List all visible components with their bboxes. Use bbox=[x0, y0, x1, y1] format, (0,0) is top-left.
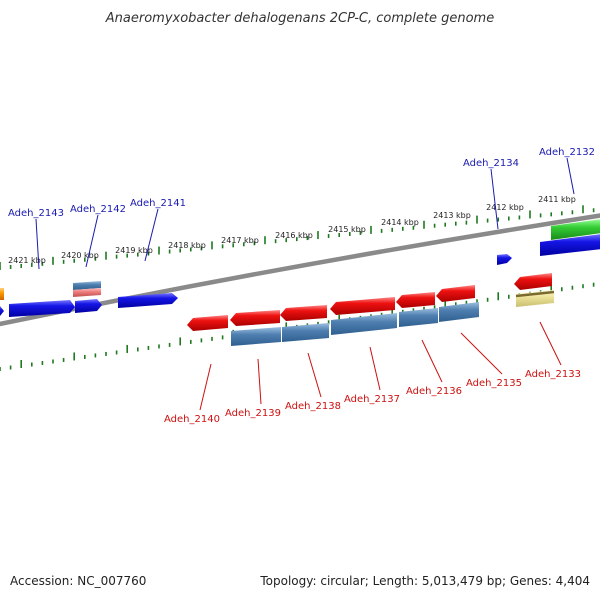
ruler-label: 2417 kbp bbox=[221, 236, 259, 245]
gene-label-reverse[interactable]: Adeh_2138 bbox=[285, 401, 341, 412]
gene-arrow-icon[interactable] bbox=[436, 285, 475, 302]
gene-label-reverse[interactable]: Adeh_2136 bbox=[406, 386, 462, 397]
accession-text: Accession: NC_007760 bbox=[10, 574, 147, 588]
gene-arrow-icon[interactable] bbox=[75, 299, 102, 313]
gene-arrow-icon[interactable] bbox=[0, 288, 4, 300]
gene-arrow-icon[interactable] bbox=[118, 293, 178, 308]
ruler-label-group: 2421 kbp 2420 kbp 2419 kbp 2418 kbp 2417 kbp… bbox=[8, 195, 576, 265]
gene-block-divider bbox=[515, 290, 555, 298]
ruler-label: 2418 kbp bbox=[168, 241, 206, 250]
gene-block-icon[interactable] bbox=[282, 323, 329, 342]
callout-group: Adeh_2143 Adeh_2142 Adeh_2141 Adeh_2134 Adeh… bbox=[8, 147, 595, 425]
gene-arrow-icon[interactable] bbox=[9, 300, 75, 317]
leader-line bbox=[257, 358, 262, 405]
gene-label-reverse[interactable]: Adeh_2140 bbox=[164, 414, 220, 425]
leader-line bbox=[35, 218, 40, 270]
ruler-label: 2419 kbp bbox=[115, 246, 153, 255]
ruler-label: 2420 kbp bbox=[61, 251, 99, 260]
leader-line bbox=[144, 208, 159, 262]
ruler-label: 2412 kbp bbox=[486, 203, 524, 212]
gene-arrow-icon[interactable] bbox=[330, 297, 395, 315]
genome-title: Anaeromyxobacter dehalogenans 2CP-C, com… bbox=[105, 11, 494, 26]
gene-arrow-icon[interactable] bbox=[497, 254, 512, 265]
gene-block-icon[interactable] bbox=[331, 313, 397, 335]
ruler-label: 2421 kbp bbox=[8, 256, 46, 265]
gene-block-icon[interactable] bbox=[439, 302, 479, 322]
ruler-label: 2413 kbp bbox=[433, 211, 471, 220]
gene-arrow-icon[interactable] bbox=[540, 234, 600, 256]
gene-label-reverse[interactable]: Adeh_2137 bbox=[344, 394, 400, 405]
gene-label-reverse[interactable]: Adeh_2139 bbox=[225, 408, 281, 419]
gene-label-forward[interactable]: Adeh_2142 bbox=[70, 204, 126, 215]
leader-line bbox=[421, 339, 443, 383]
gene-label-forward[interactable]: Adeh_2134 bbox=[463, 158, 519, 169]
leader-line bbox=[460, 332, 503, 375]
ruler-label: 2414 kbp bbox=[381, 218, 419, 227]
gene-block-icon[interactable] bbox=[399, 308, 438, 327]
gene-label-reverse[interactable]: Adeh_2133 bbox=[525, 369, 581, 380]
gene-arrow-icon[interactable] bbox=[0, 306, 4, 316]
gene-arrow-icon[interactable] bbox=[187, 315, 228, 331]
leader-line bbox=[307, 352, 322, 398]
gene-arrow-icon[interactable] bbox=[230, 310, 280, 326]
leader-line bbox=[369, 346, 381, 391]
leader-line bbox=[490, 168, 499, 230]
ruler-label: 2416 kbp bbox=[275, 231, 313, 240]
gene-arrow-icon[interactable] bbox=[280, 305, 327, 321]
outer-tick-ring bbox=[0, 205, 595, 270]
gene-label-forward[interactable]: Adeh_2143 bbox=[8, 208, 64, 219]
leader-line bbox=[199, 363, 212, 411]
gene-block-icon[interactable] bbox=[73, 288, 101, 297]
ruler-label: 2411 kbp bbox=[538, 195, 576, 204]
gene-label-forward[interactable]: Adeh_2132 bbox=[539, 147, 595, 158]
gene-arrow-icon[interactable] bbox=[396, 292, 435, 308]
gene-block-icon[interactable] bbox=[73, 281, 101, 290]
gene-label-reverse[interactable]: Adeh_2135 bbox=[466, 378, 522, 389]
gene-arrow-icon[interactable] bbox=[514, 273, 552, 290]
gene-block-icon[interactable] bbox=[231, 327, 281, 346]
leader-line bbox=[85, 214, 99, 268]
gene-arrow-icon[interactable] bbox=[551, 219, 600, 240]
leader-line bbox=[539, 321, 562, 366]
genome-summary-text: Topology: circular; Length: 5,013,479 bp… bbox=[260, 574, 590, 588]
ruler-label: 2415 kbp bbox=[328, 225, 366, 234]
leader-line bbox=[566, 157, 575, 195]
gene-label-forward[interactable]: Adeh_2141 bbox=[130, 198, 186, 209]
